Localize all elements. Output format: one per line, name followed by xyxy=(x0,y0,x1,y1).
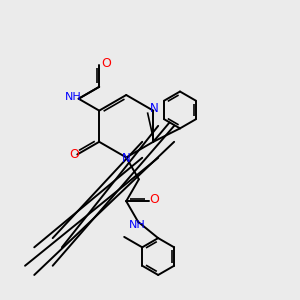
Text: N: N xyxy=(150,102,159,115)
Text: O: O xyxy=(149,193,159,206)
Text: O: O xyxy=(69,148,79,161)
Text: O: O xyxy=(101,57,111,70)
Text: NH: NH xyxy=(129,220,146,230)
Text: NH: NH xyxy=(65,92,82,102)
Text: N: N xyxy=(122,152,130,165)
